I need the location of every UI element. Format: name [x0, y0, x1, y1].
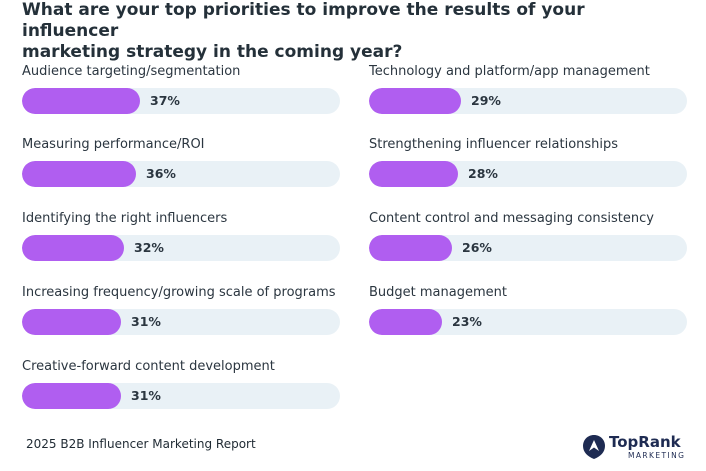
toprank-logo: TopRank MARKETING	[582, 433, 692, 463]
bar-fill	[22, 383, 121, 409]
logo-name: TopRank	[609, 433, 681, 451]
bar-label: Audience targeting/segmentation	[22, 64, 241, 79]
bar-label: Increasing frequency/growing scale of pr…	[22, 285, 336, 300]
report-source: 2025 B2B Influencer Marketing Report	[26, 437, 256, 451]
bar-track	[369, 235, 687, 261]
chart-title-line-1: What are your top priorities to improve …	[22, 0, 585, 41]
bar-track	[22, 161, 340, 187]
bar-label: Content control and messaging consistenc…	[369, 211, 654, 226]
bar-fill	[369, 161, 458, 187]
bar-label: Technology and platform/app management	[369, 64, 650, 79]
bar-item: Identifying the right influencers 32%	[22, 211, 340, 261]
bar-value-label: 28%	[468, 166, 498, 181]
bar-track	[369, 161, 687, 187]
bar-label: Measuring performance/ROI	[22, 137, 205, 152]
bar-item: Measuring performance/ROI 36%	[22, 137, 340, 187]
bar-value-label: 32%	[134, 240, 164, 255]
bar-track	[22, 309, 340, 335]
bar-value-label: 31%	[131, 388, 161, 403]
bar-item: Budget management 23%	[369, 285, 687, 335]
bar-fill	[22, 235, 124, 261]
bar-value-label: 23%	[452, 314, 482, 329]
bar-track	[22, 88, 340, 114]
bar-item: Strengthening influencer relationships 28…	[369, 137, 687, 187]
bar-label: Creative-forward content development	[22, 359, 275, 374]
bar-item: Content control and messaging consistenc…	[369, 211, 687, 261]
bar-fill	[22, 161, 136, 187]
chart-title-line-2: marketing strategy in the coming year?	[22, 42, 403, 62]
toprank-logo-icon	[583, 435, 605, 459]
bar-track	[22, 383, 340, 409]
bar-value-label: 26%	[462, 240, 492, 255]
bar-item: Audience targeting/segmentation 37%	[22, 64, 340, 114]
bar-track	[22, 235, 340, 261]
bar-fill	[22, 88, 140, 114]
bar-value-label: 29%	[471, 93, 501, 108]
bar-fill	[369, 88, 461, 114]
bar-fill	[369, 235, 452, 261]
bar-fill	[369, 309, 442, 335]
logo-tagline: MARKETING	[628, 451, 686, 460]
bar-item: Increasing frequency/growing scale of pr…	[22, 285, 340, 335]
bar-label: Strengthening influencer relationships	[369, 137, 619, 152]
bar-value-label: 37%	[150, 93, 180, 108]
bar-fill	[22, 309, 121, 335]
bar-value-label: 31%	[131, 314, 161, 329]
bar-label: Budget management	[369, 285, 507, 300]
bar-item: Technology and platform/app management 29…	[369, 64, 687, 114]
bar-track	[369, 309, 687, 335]
bar-track	[369, 88, 687, 114]
bar-item: Creative-forward content development 31%	[22, 359, 340, 409]
chart-title: What are your top priorities to improve …	[22, 0, 682, 63]
bar-value-label: 36%	[146, 166, 176, 181]
bar-label: Identifying the right influencers	[22, 211, 228, 226]
